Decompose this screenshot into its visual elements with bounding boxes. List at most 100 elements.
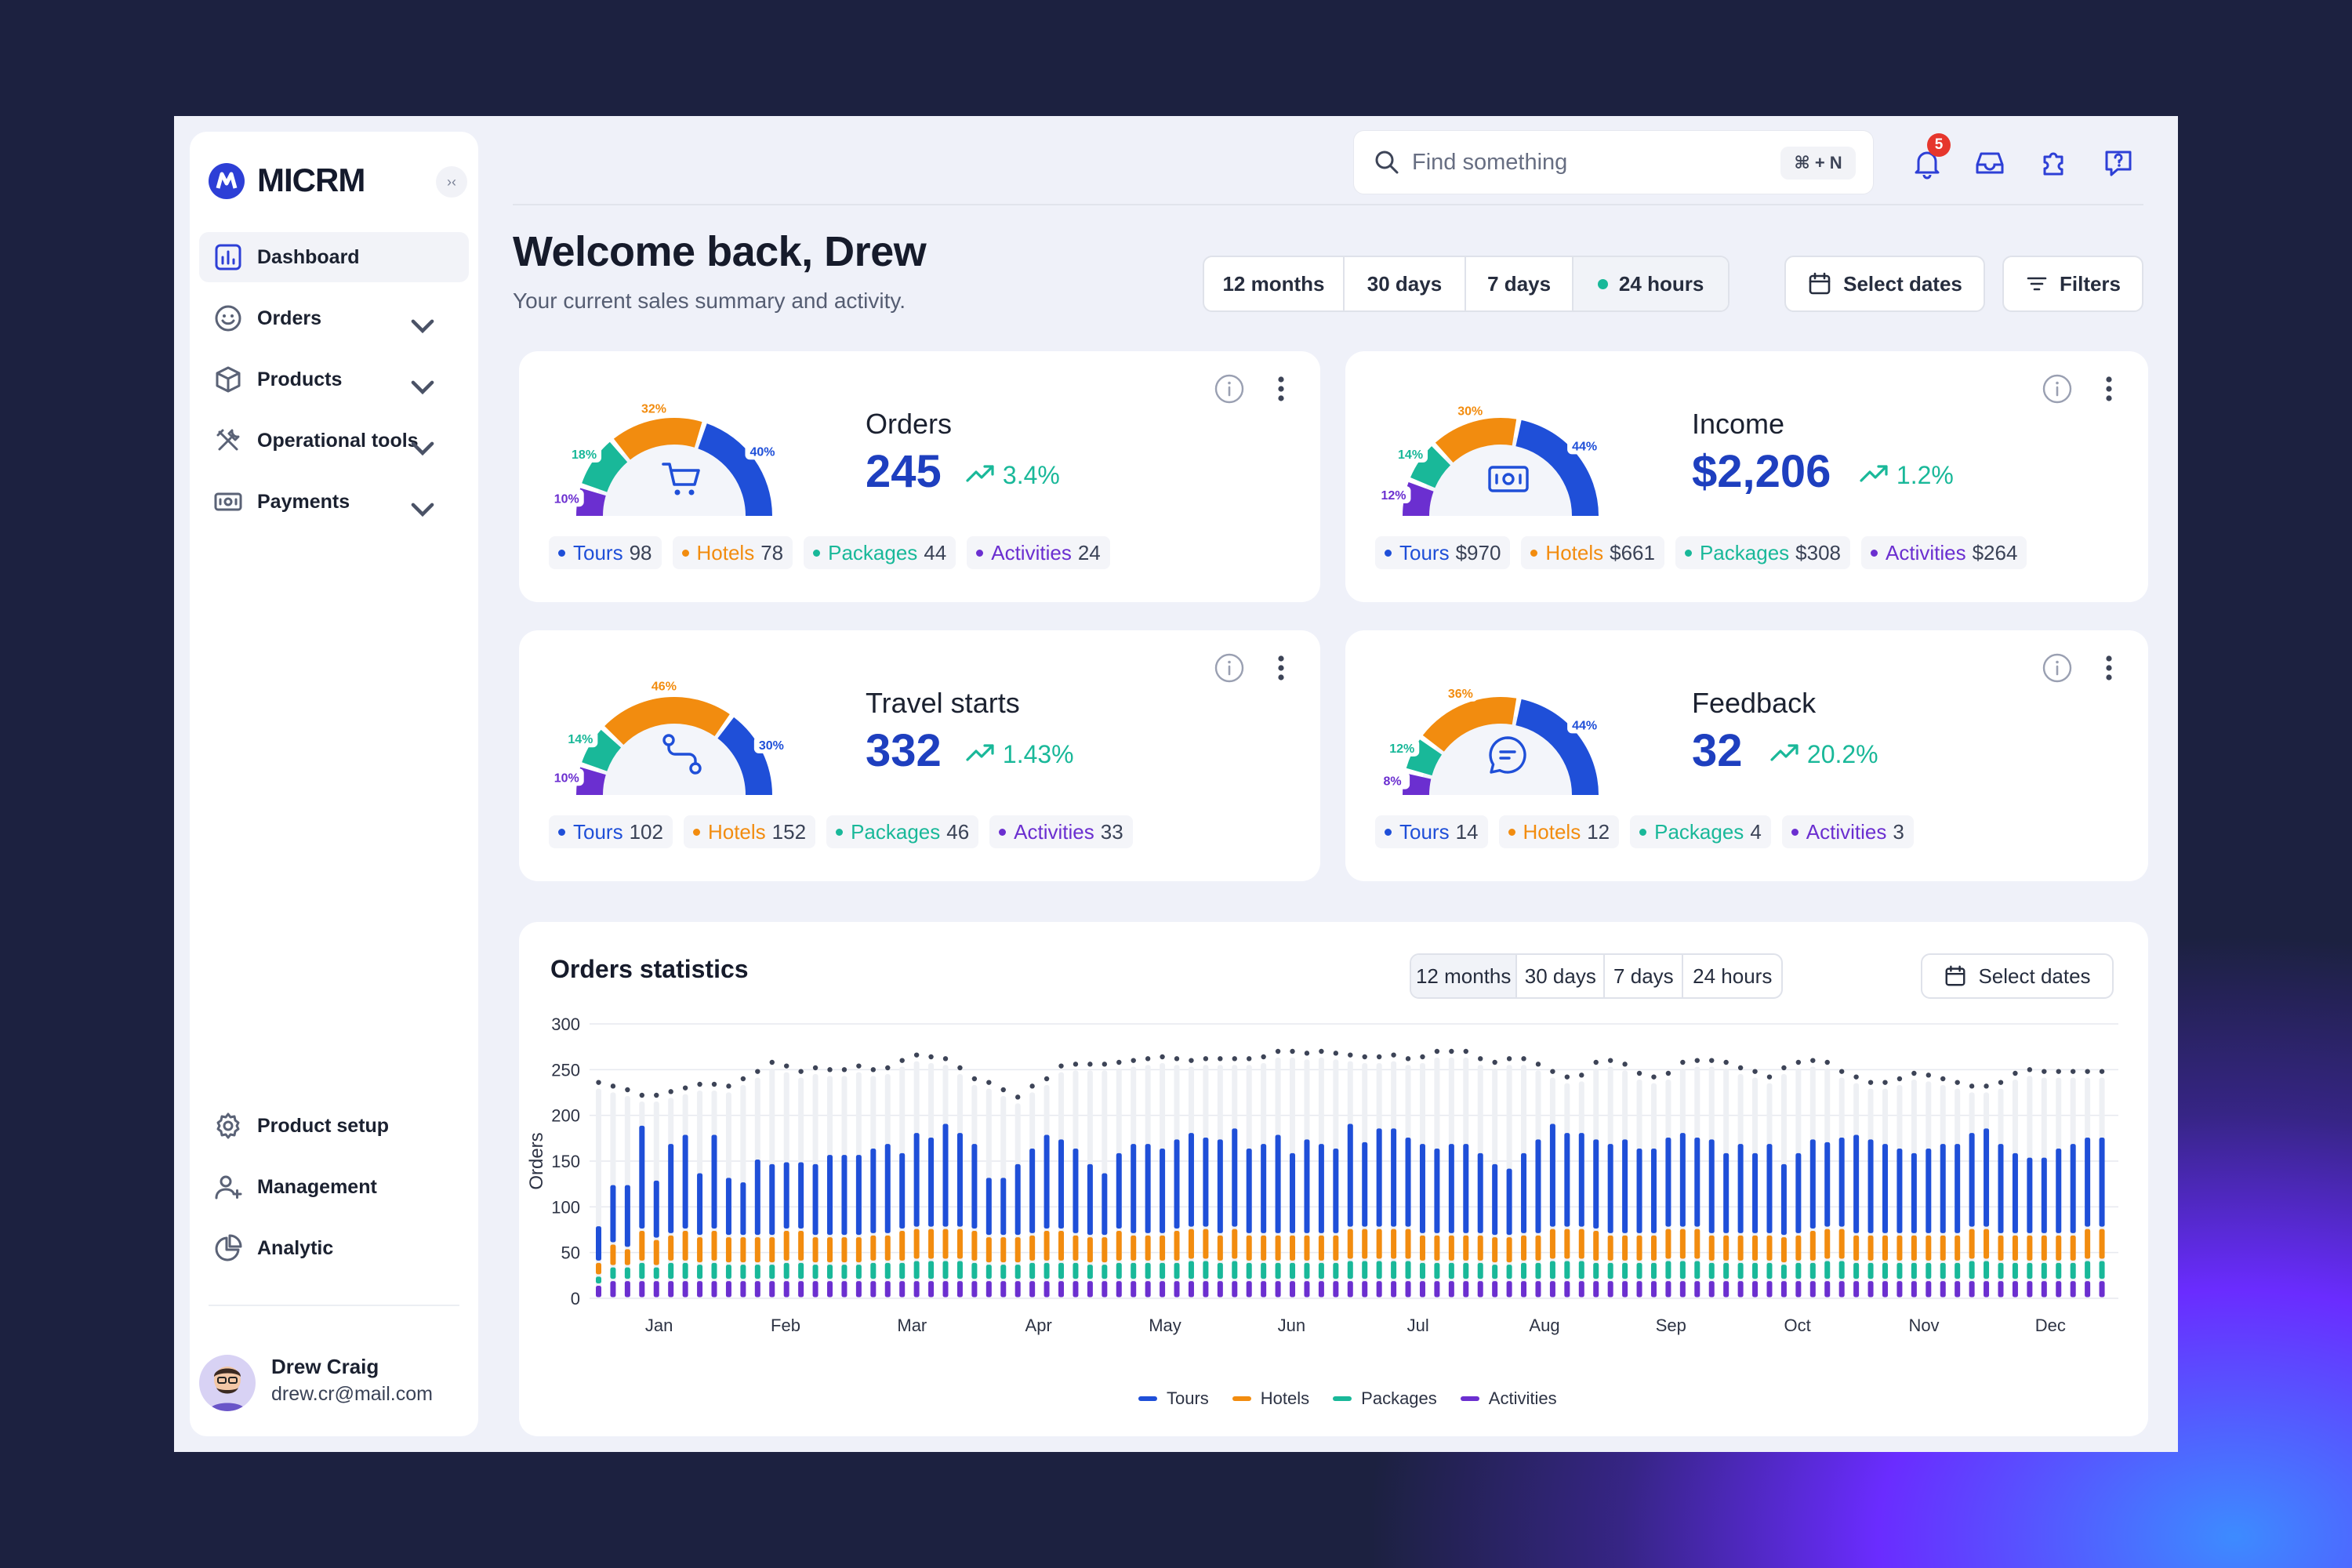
more-icon[interactable]	[1276, 373, 1286, 405]
total-point	[2013, 1070, 2018, 1076]
bar-activities	[1622, 1281, 1628, 1298]
total-point	[2085, 1069, 2090, 1074]
sidebar-item-orders[interactable]: Orders	[199, 293, 469, 343]
bar-tours	[1000, 1178, 1007, 1236]
bar-packages	[1333, 1262, 1339, 1279]
info-icon[interactable]	[1214, 652, 1245, 684]
more-icon[interactable]	[1276, 652, 1286, 684]
info-icon[interactable]	[1214, 373, 1245, 405]
bar-activities	[668, 1281, 674, 1298]
bar-hotels	[1940, 1235, 1946, 1261]
trend-up-icon	[966, 744, 994, 761]
tab-30-days[interactable]: 30 days	[1517, 955, 1606, 997]
info-icon[interactable]	[2042, 652, 2073, 684]
total-point	[1911, 1070, 1917, 1076]
gauge-label: 44%	[1572, 719, 1597, 732]
bar-packages	[1795, 1262, 1802, 1279]
total-point	[1723, 1059, 1729, 1065]
total-point	[639, 1092, 645, 1098]
total-point	[1492, 1059, 1497, 1065]
total-point	[1058, 1063, 1064, 1069]
filters-button[interactable]: Filters	[2002, 256, 2143, 312]
bar-tours	[928, 1138, 935, 1227]
sidebar-item-analytic[interactable]: Analytic	[199, 1223, 469, 1273]
bar-hotels	[1131, 1235, 1137, 1261]
bar-activities	[1752, 1281, 1759, 1298]
tab-7-days[interactable]: 7 days	[1466, 257, 1574, 310]
puzzle-icon[interactable]	[2037, 146, 2071, 180]
divider	[513, 204, 2143, 205]
tab-12-months[interactable]: 12 months	[1411, 955, 1518, 997]
bar-hotels	[2070, 1235, 2076, 1261]
tag-value: 3	[1893, 819, 1904, 844]
total-point	[841, 1067, 848, 1073]
bar-activities	[1911, 1281, 1917, 1298]
bar-activities	[928, 1281, 935, 1298]
chevron-down-icon[interactable]	[408, 310, 437, 340]
tab-24-hours[interactable]: 24 hours	[1573, 257, 1728, 310]
tab-12-months[interactable]: 12 months	[1204, 257, 1345, 310]
bar-packages	[711, 1262, 717, 1279]
inbox-icon[interactable]	[1973, 146, 2007, 180]
sidebar-item-management[interactable]: Management	[199, 1162, 469, 1212]
info-icon[interactable]	[2042, 373, 2073, 405]
bar-packages	[1188, 1261, 1194, 1279]
bar-packages	[1073, 1262, 1079, 1279]
bar-activities	[1434, 1281, 1440, 1298]
bar-hotels	[1679, 1229, 1686, 1259]
stats-select-dates-button[interactable]: Select dates	[1921, 953, 2114, 999]
sidebar-item-operational-tools[interactable]: Operational tools	[199, 416, 469, 466]
bar-hotels	[1203, 1229, 1209, 1259]
bar-packages	[639, 1262, 645, 1279]
bar-tours	[1926, 1149, 1932, 1233]
sidebar-item-dashboard[interactable]: Dashboard	[199, 232, 469, 282]
bar-hotels	[1622, 1235, 1628, 1261]
tab-30-days[interactable]: 30 days	[1345, 257, 1467, 310]
more-icon[interactable]	[2104, 373, 2114, 405]
sidebar-item-products[interactable]: Products	[199, 354, 469, 405]
help-icon[interactable]	[2101, 146, 2136, 180]
sidebar-item-product-setup[interactable]: Product setup	[199, 1101, 469, 1151]
bar-packages	[1521, 1262, 1527, 1279]
tab-7-days[interactable]: 7 days	[1605, 955, 1684, 997]
gauge-label-bg	[1443, 684, 1478, 702]
tab-24-hours[interactable]: 24 hours	[1693, 964, 1773, 988]
search-bar[interactable]: Find something ⌘ + N	[1353, 130, 1874, 194]
bar-hotels	[1188, 1229, 1194, 1259]
avatar[interactable]	[199, 1355, 256, 1411]
bar-activities	[1564, 1281, 1570, 1298]
chevron-down-icon[interactable]	[408, 372, 437, 401]
bar-hotels	[1261, 1235, 1267, 1261]
y-axis-label: Orders	[526, 1132, 547, 1189]
bar-activities	[899, 1281, 906, 1298]
bar-hotels	[1102, 1237, 1108, 1263]
bar-tours	[1304, 1139, 1310, 1233]
bar-activities	[2041, 1281, 2047, 1298]
bar-packages	[769, 1265, 775, 1279]
chevron-down-icon[interactable]	[408, 433, 437, 463]
more-icon[interactable]	[2104, 652, 2114, 684]
gauge-segment	[1435, 418, 1517, 463]
total-point	[1709, 1058, 1715, 1063]
bar-activities	[1391, 1281, 1397, 1298]
bar-activities	[1838, 1281, 1845, 1298]
total-point	[2056, 1069, 2061, 1074]
sidebar-item-label: Products	[257, 368, 343, 390]
bar-activities	[1217, 1281, 1223, 1298]
y-tick-label: 300	[551, 1014, 580, 1034]
collapse-sidebar-button[interactable]: ›‹	[436, 166, 467, 198]
bar-tours	[1174, 1139, 1180, 1229]
search-input[interactable]: Find something	[1412, 150, 1568, 175]
bar-hotels	[754, 1237, 760, 1263]
bar-tours	[798, 1162, 804, 1229]
bar-tours	[1795, 1152, 1802, 1233]
chevron-down-icon[interactable]	[408, 494, 437, 524]
bar-activities	[913, 1281, 920, 1298]
sidebar-item-payments[interactable]: Payments	[199, 477, 469, 527]
bar-activities	[827, 1281, 833, 1298]
gauge-label-bg	[567, 445, 602, 463]
tab-label: 24 hours	[1618, 271, 1704, 296]
bar-hotels	[1391, 1229, 1397, 1259]
select-dates-button[interactable]: Select dates	[1784, 256, 1985, 312]
tag-name: Hotels	[696, 540, 755, 564]
